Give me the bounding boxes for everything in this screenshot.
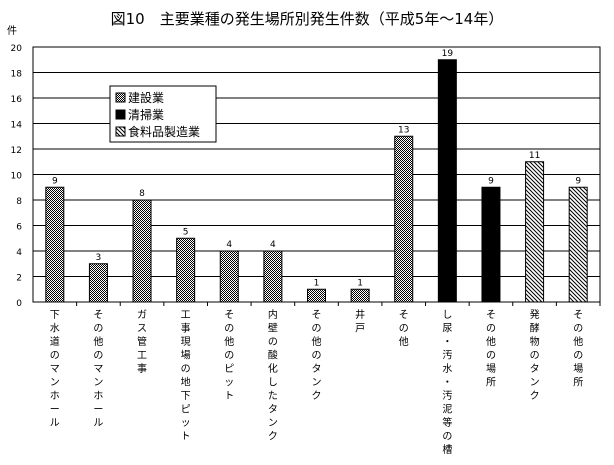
bar xyxy=(263,250,283,303)
y-tick-label: 8 xyxy=(16,197,22,207)
chart-title: 図10 主要業種の発生場所別発生件数（平成5年～14年） xyxy=(110,10,504,28)
data-label: 4 xyxy=(270,240,276,250)
y-axis-label: 件 xyxy=(7,25,17,37)
bar xyxy=(481,186,501,303)
x-tick-label: その他のタンク xyxy=(312,309,322,402)
y-tick-label: 4 xyxy=(16,248,22,258)
legend-label: 清掃業 xyxy=(128,107,164,122)
y-tick-label: 6 xyxy=(16,223,22,233)
x-tick-label: その他のマンホール xyxy=(93,309,103,429)
data-label: 1 xyxy=(314,278,320,288)
bar xyxy=(132,199,152,303)
y-tick-label: 18 xyxy=(11,70,23,80)
data-label: 8 xyxy=(139,189,145,199)
x-tick-label: その他の場所 xyxy=(573,309,583,389)
bar xyxy=(88,263,108,303)
bar xyxy=(525,161,545,303)
data-label: 9 xyxy=(52,176,58,186)
x-tick-label: その他のピット xyxy=(224,309,234,402)
data-label: 9 xyxy=(575,176,581,186)
x-tick-label: 井戸 xyxy=(355,308,365,335)
bar xyxy=(394,135,414,303)
x-tick-label: その他 xyxy=(399,309,409,348)
bar xyxy=(219,250,239,303)
y-tick-label: 14 xyxy=(11,121,23,131)
x-tick-label: その他の場所 xyxy=(486,309,496,389)
data-label: 13 xyxy=(398,125,409,135)
legend-swatch xyxy=(115,109,126,120)
data-label: 5 xyxy=(183,227,189,237)
bar xyxy=(568,186,588,303)
data-label: 1 xyxy=(357,278,363,288)
legend-label: 食料品製造業 xyxy=(128,124,200,139)
y-tick-label: 20 xyxy=(11,44,23,54)
legend-swatch xyxy=(115,126,126,137)
y-tick-label: 16 xyxy=(11,95,23,105)
bar xyxy=(437,59,457,303)
legend-swatch xyxy=(115,92,126,103)
y-tick-label: 12 xyxy=(11,146,22,156)
x-tick-label: し尿・汚水・汚泥等の槽 xyxy=(442,309,452,456)
bar xyxy=(45,186,65,303)
x-tick-label: 下水道のマンホール xyxy=(50,310,60,429)
y-tick-label: 0 xyxy=(16,299,22,309)
x-tick-label: 内壁の酸化したタンク xyxy=(268,308,278,443)
data-label: 9 xyxy=(488,176,494,186)
bar xyxy=(307,288,326,303)
y-tick-label: 2 xyxy=(16,274,22,284)
legend-box xyxy=(109,85,217,143)
x-tick-label: 発酵物のタンク xyxy=(530,308,540,402)
data-label: 19 xyxy=(442,49,454,59)
data-label: 4 xyxy=(226,240,232,250)
data-label: 3 xyxy=(96,253,102,263)
data-label: 11 xyxy=(529,151,540,161)
bar xyxy=(176,237,196,303)
x-tick-label: ガス管工事 xyxy=(137,309,147,375)
y-tick-label: 10 xyxy=(11,172,23,182)
bar xyxy=(350,288,370,303)
x-tick-label: 工事現場の地下ピット xyxy=(181,310,191,443)
legend-label: 建設業 xyxy=(128,90,164,105)
